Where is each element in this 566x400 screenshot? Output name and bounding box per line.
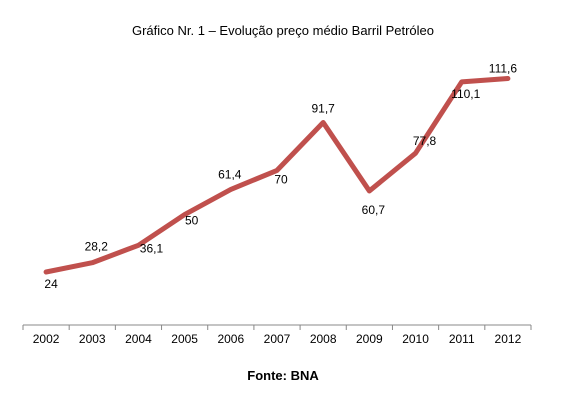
- x-tick-label: 2012: [495, 332, 522, 346]
- data-label: 28,2: [85, 240, 109, 254]
- data-label: 110,1: [451, 87, 480, 101]
- x-tick-label: 2009: [356, 332, 383, 346]
- x-tick-label: 2004: [125, 332, 152, 346]
- data-label: 111,6: [489, 62, 518, 76]
- x-tick-label: 2005: [171, 332, 198, 346]
- data-labels: 24 28,2 36,1 50 61,4 70 91,7 60,7 77,8 110,1 111,6: [44, 62, 517, 291]
- data-label: 24: [44, 277, 58, 291]
- x-tick-label: 2007: [264, 332, 291, 346]
- data-label: 91,7: [312, 101, 336, 115]
- chart-title: Gráfico Nr. 1 – Evolução preço médio Bar…: [131, 23, 435, 38]
- data-label: 60,7: [362, 203, 386, 217]
- chart-source: Fonte: BNA: [247, 368, 319, 383]
- data-label: 70: [274, 172, 288, 186]
- x-tick-label: 2003: [79, 332, 106, 346]
- x-axis-ticks: [22, 325, 532, 330]
- data-label: 61,4: [218, 167, 242, 181]
- x-tick-label: 2008: [310, 332, 337, 346]
- data-label: 50: [185, 214, 199, 228]
- series-line: [43, 76, 511, 275]
- data-label: 36,1: [140, 241, 164, 255]
- x-tick-label: 2006: [217, 332, 244, 346]
- data-label: 77,8: [413, 134, 437, 148]
- x-tick-label: 2002: [33, 332, 60, 346]
- x-tick-label: 2011: [449, 332, 475, 346]
- x-axis-tick-labels: 2002 2003 2004 2005 2006 2007 2008 2009 2010 2011…: [33, 332, 522, 346]
- x-tick-label: 2010: [402, 332, 429, 346]
